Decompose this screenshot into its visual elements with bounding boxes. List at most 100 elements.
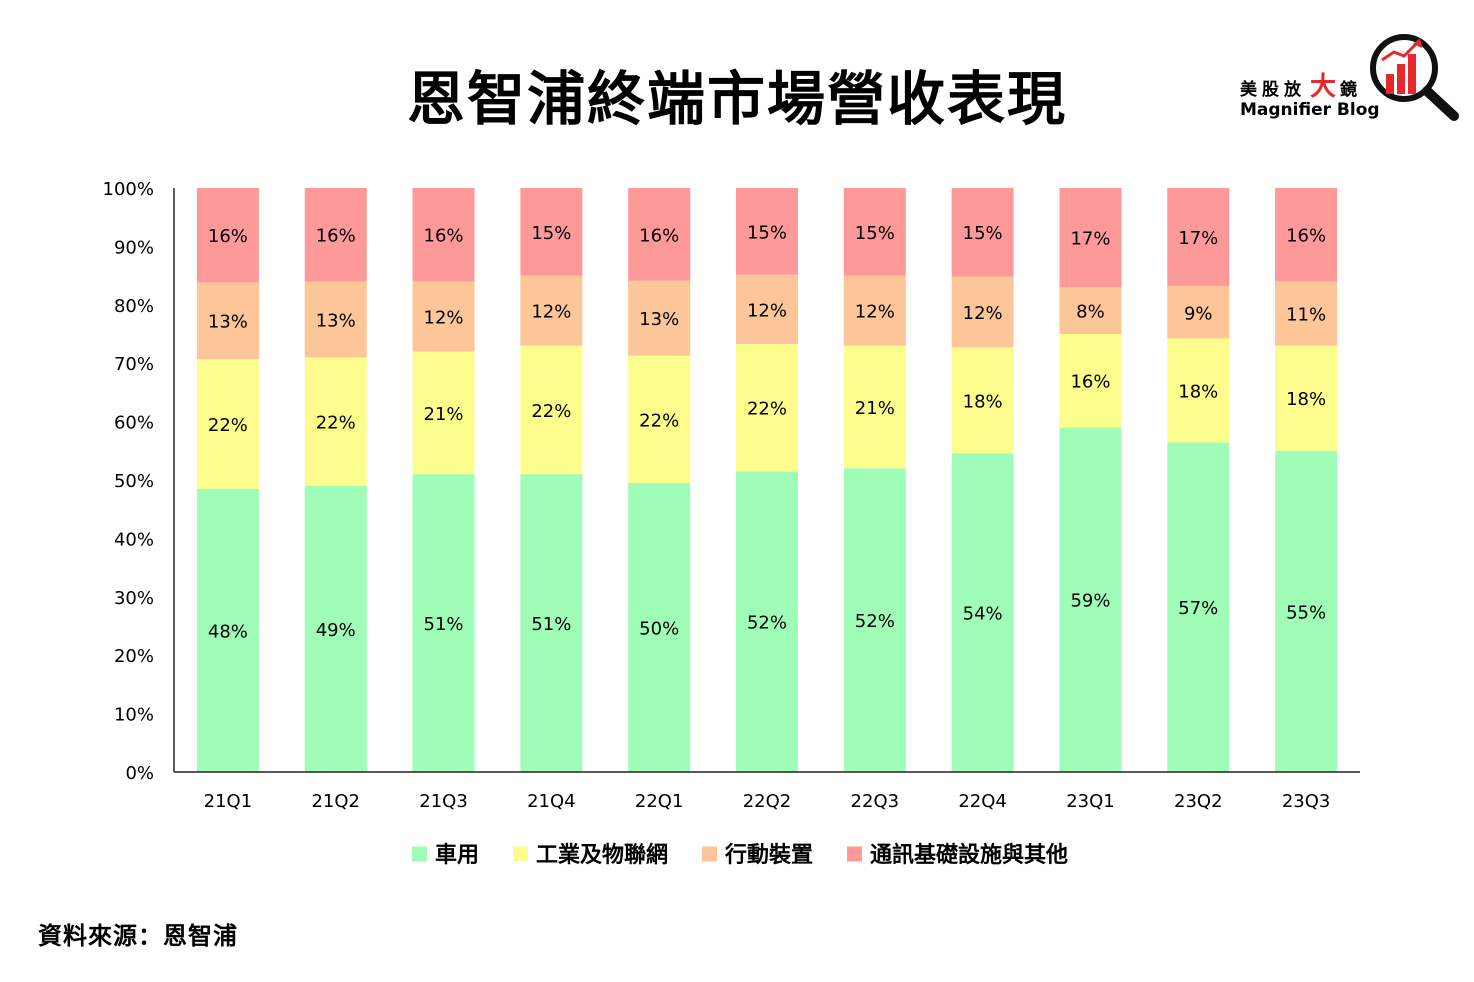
data-label: 22% <box>531 401 571 422</box>
data-label: 13% <box>639 309 679 330</box>
data-label: 16% <box>424 226 464 247</box>
x-tick-label: 23Q3 <box>1282 791 1331 812</box>
bar-segment <box>736 344 798 472</box>
y-tick-label: 50% <box>114 471 154 492</box>
bar-segment <box>628 355 691 483</box>
bar-segment <box>196 359 259 489</box>
bar-segment <box>304 281 367 358</box>
data-label: 54% <box>963 604 1003 625</box>
bar-segment <box>951 347 1014 454</box>
x-tick-label: 21Q3 <box>419 791 468 812</box>
bar-segment <box>196 282 259 360</box>
data-label: 51% <box>531 614 571 635</box>
y-tick-label: 20% <box>114 646 154 667</box>
y-tick-label: 0% <box>125 763 154 784</box>
data-label: 8% <box>1076 302 1105 323</box>
data-label: 18% <box>1286 389 1326 410</box>
bar-segment <box>736 188 798 275</box>
data-label: 48% <box>208 621 248 642</box>
legend-label: 車用 <box>435 843 479 868</box>
data-label: 22% <box>639 410 679 431</box>
bar-segment <box>628 188 691 281</box>
data-label: 17% <box>1178 228 1218 249</box>
data-label: 13% <box>316 310 356 331</box>
bar-segment <box>412 188 475 282</box>
bar-segment <box>843 275 906 346</box>
bar-segment <box>304 357 367 486</box>
bar-segment <box>736 274 798 345</box>
bar-segment <box>1167 442 1230 772</box>
data-label: 17% <box>1070 229 1110 250</box>
stacked-bar-chart: 0% 10% 20% 30% 40% 50% 60% 70% 80% 90% 100% 48% 22% 1… <box>103 179 1360 868</box>
bar-segment <box>951 276 1014 348</box>
y-tick-label: 80% <box>114 296 154 317</box>
legend-swatch <box>513 846 528 862</box>
bar-segment <box>1167 188 1230 287</box>
bar-segment <box>843 188 906 276</box>
data-label: 55% <box>1286 602 1326 623</box>
data-label: 52% <box>855 611 895 632</box>
x-tick-label: 23Q2 <box>1174 791 1223 812</box>
y-tick-label: 60% <box>114 413 154 434</box>
x-tick-label: 22Q4 <box>958 791 1007 812</box>
data-label: 18% <box>1178 381 1218 402</box>
data-label: 12% <box>424 307 464 328</box>
x-tick-label: 22Q3 <box>851 791 900 812</box>
data-label: 13% <box>208 312 248 333</box>
y-tick-label: 40% <box>114 529 154 550</box>
data-label: 52% <box>747 613 787 634</box>
y-tick-label: 100% <box>103 179 154 200</box>
data-label: 22% <box>316 413 356 434</box>
legend-label: 通訊基礎設施與其他 <box>870 842 1068 868</box>
bar-segment <box>1275 281 1338 346</box>
data-label: 12% <box>855 302 895 323</box>
brand-logo: 美股放大鏡 Magnifier Blog <box>1236 22 1466 122</box>
x-tick-label: 22Q1 <box>635 791 684 812</box>
bar-segment <box>1167 286 1230 339</box>
bar-segment <box>196 488 259 772</box>
x-tick-label: 22Q2 <box>743 791 792 812</box>
data-label: 59% <box>1070 591 1110 612</box>
bar-segment <box>628 482 691 772</box>
data-label: 22% <box>747 399 787 420</box>
logo-cn-big: 大 <box>1310 72 1337 102</box>
data-label: 16% <box>1070 372 1110 393</box>
bar-segment <box>520 188 583 276</box>
logo-cn-before: 美股放 <box>1240 80 1306 100</box>
bar-segment <box>412 474 475 772</box>
magnifier-bar-chart-icon <box>1370 34 1459 121</box>
data-label: 11% <box>1286 305 1326 326</box>
data-label: 15% <box>747 222 787 243</box>
bar-segment <box>1275 345 1338 451</box>
data-label: 15% <box>963 223 1003 244</box>
chart-title: 恩智浦終端市場營收表現 <box>406 65 1067 133</box>
y-tick-label: 30% <box>114 588 154 609</box>
data-label: 50% <box>639 618 679 639</box>
logo-cn-after: 鏡 <box>1340 80 1363 100</box>
data-label: 21% <box>855 398 895 419</box>
bar-segment <box>843 468 906 772</box>
bar-segment <box>196 188 259 283</box>
bar-segment <box>304 188 367 282</box>
data-label: 21% <box>424 404 464 425</box>
bar-segment <box>520 345 583 475</box>
data-label: 57% <box>1178 598 1218 619</box>
logo-english-text: Magnifier Blog <box>1240 100 1380 120</box>
data-label: 12% <box>531 302 571 323</box>
bar-segment <box>951 453 1014 772</box>
bar-segment <box>1059 188 1122 288</box>
data-label: 16% <box>208 226 248 247</box>
bar-segment <box>843 345 906 469</box>
bar-segment <box>1059 334 1122 428</box>
data-label: 15% <box>531 223 571 244</box>
data-label: 22% <box>208 415 248 436</box>
logo-chinese-text: 美股放大鏡 <box>1240 66 1362 103</box>
data-label: 18% <box>963 391 1003 412</box>
data-label: 16% <box>639 225 679 246</box>
bar-segment <box>628 280 691 356</box>
source-note: 資料來源：恩智浦 <box>38 922 238 950</box>
legend-swatch <box>847 846 862 862</box>
bar-segment <box>520 474 583 772</box>
x-tick-label: 23Q1 <box>1066 791 1115 812</box>
data-label: 51% <box>424 614 464 635</box>
